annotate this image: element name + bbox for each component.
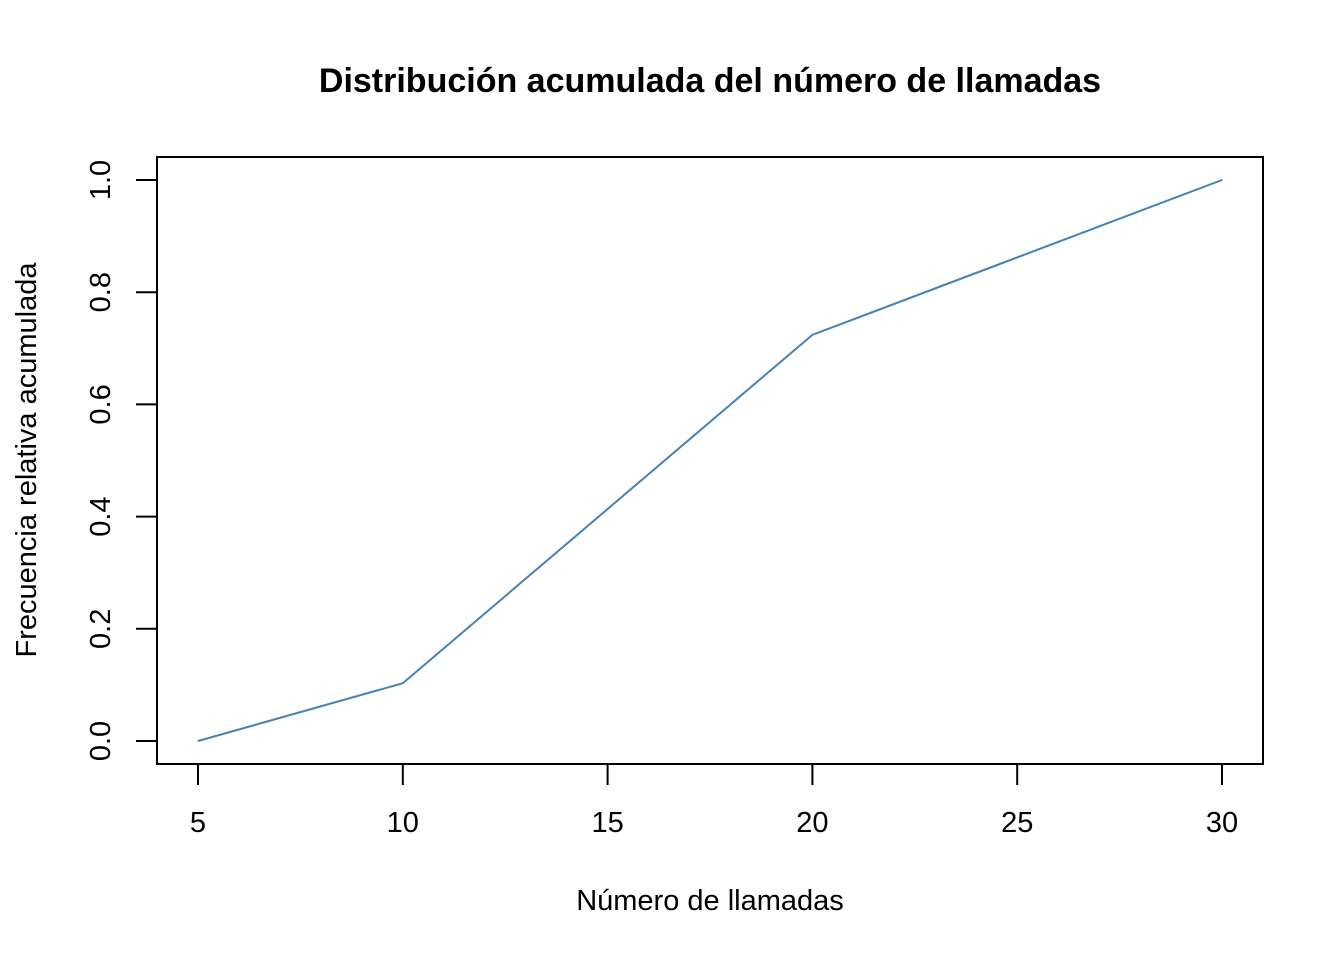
x-axis-label: Número de llamadas	[576, 885, 844, 917]
y-tick-label: 0.0	[85, 721, 117, 761]
x-tick-label: 25	[1001, 807, 1033, 839]
y-tick-label: 1.0	[85, 160, 117, 200]
y-tick-label: 0.4	[85, 496, 117, 536]
y-tick-label: 0.8	[85, 272, 117, 312]
data-point	[1221, 179, 1223, 181]
x-tick-label: 30	[1206, 807, 1238, 839]
data-point	[811, 334, 814, 336]
x-tick-label: 5	[190, 807, 206, 839]
y-axis: 0.0 0.2 0.4 0.6 0.8 1.0	[85, 160, 158, 761]
data-point	[402, 682, 404, 684]
x-tick-label: 20	[796, 807, 828, 839]
x-tick-label: 10	[387, 807, 419, 839]
x-axis: 5 10 15 20 25 30	[190, 763, 1238, 839]
data-point	[197, 740, 199, 742]
chart-title: Distribución acumulada del número de lla…	[319, 62, 1101, 100]
x-tick-label: 15	[591, 807, 623, 839]
series-line	[197, 179, 1223, 742]
y-axis-label: Frecuencia relativa acumulada	[11, 262, 43, 658]
series-layer	[197, 179, 1223, 742]
plot-frame	[156, 156, 1264, 765]
y-tick-label: 0.2	[85, 609, 117, 649]
y-tick-label: 0.6	[85, 384, 117, 424]
